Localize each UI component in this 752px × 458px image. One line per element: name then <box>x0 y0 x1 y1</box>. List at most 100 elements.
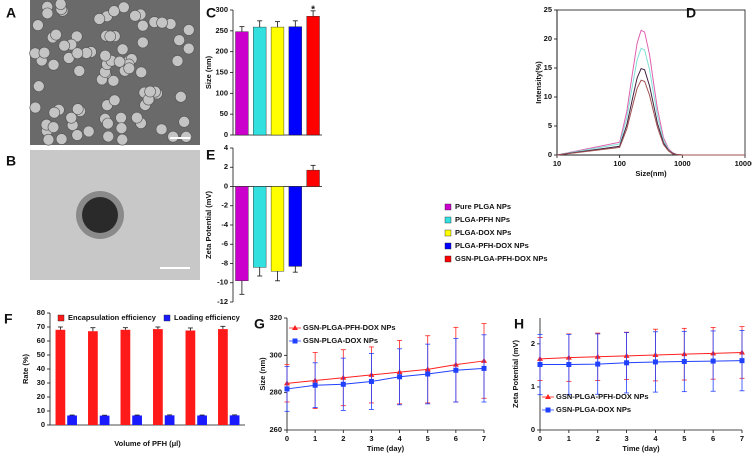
y-tick-label: 5 <box>548 121 552 130</box>
y-tick-label: 60 <box>37 336 45 345</box>
particle <box>135 66 148 79</box>
x-tick-label: 10 <box>553 159 561 168</box>
bar <box>270 186 285 272</box>
bar <box>306 16 320 136</box>
y-tick-label: 300 <box>215 5 228 14</box>
particle <box>180 131 192 143</box>
legend-label: Encapsulation efficiency <box>68 313 157 322</box>
particle <box>155 123 168 136</box>
y-tick-label: 0 <box>224 130 228 139</box>
panel-label: A <box>6 5 16 21</box>
legend-marker <box>292 325 298 330</box>
x-axis-label: Time (day) <box>622 444 660 453</box>
y-tick-label: -4 <box>221 220 228 229</box>
particle <box>182 42 195 55</box>
particle <box>82 125 95 138</box>
x-tick-label: 7 <box>482 434 486 443</box>
x-tick-label: 0 <box>538 434 542 443</box>
bar <box>164 415 175 425</box>
y-tick-label: -2 <box>221 201 228 210</box>
y-axis-label: Rate (%) <box>21 354 30 385</box>
y-tick-label: 0 <box>224 181 228 190</box>
particle <box>113 55 126 68</box>
legend-marker <box>292 338 298 344</box>
particle <box>41 7 54 20</box>
particle <box>115 122 128 134</box>
particle <box>116 43 129 56</box>
particle <box>54 0 67 10</box>
x-tick-label: 7 <box>740 434 744 443</box>
panel-label: C <box>206 5 216 21</box>
y-tick-label: 250 <box>215 26 228 35</box>
particle <box>32 80 45 93</box>
marker <box>340 381 346 387</box>
series-line <box>286 360 485 384</box>
y-tick-label: 4 <box>224 143 229 152</box>
legend-marker <box>545 407 551 413</box>
bar <box>253 186 267 268</box>
legend-label: GSN-PLGA-DOX NPs <box>556 405 631 414</box>
x-axis-label: Volume of PFH (μl) <box>114 439 181 448</box>
marker <box>284 386 290 392</box>
y-tick-label: 2 <box>531 339 535 348</box>
legend-label: PLGA-DOX NPs <box>455 228 511 237</box>
particle <box>104 30 117 43</box>
y-tick-label: 30 <box>37 378 45 387</box>
x-tick-label: 100 <box>613 159 626 168</box>
y-tick-label: 280 <box>269 388 282 397</box>
panel-label: F <box>4 311 13 327</box>
series-line <box>540 360 743 366</box>
y-tick-label: -12 <box>217 297 228 306</box>
panel-label: E <box>206 147 215 163</box>
particle <box>173 34 185 47</box>
y-tick-label: 20 <box>544 34 552 43</box>
particle <box>129 10 141 22</box>
particle <box>118 1 130 14</box>
particle <box>171 55 184 67</box>
series-line <box>556 79 745 156</box>
particle <box>47 59 60 71</box>
particle <box>108 94 121 107</box>
marker <box>425 371 431 377</box>
marker <box>537 362 543 368</box>
particle <box>167 130 179 143</box>
bar <box>235 186 249 282</box>
bar <box>120 329 131 425</box>
legend-swatch <box>444 255 452 263</box>
particle <box>29 101 42 114</box>
y-tick-label: 10 <box>37 406 45 415</box>
particle <box>183 24 195 36</box>
bar <box>229 415 240 425</box>
legend-label: GSN-PLGA-PFH-DOX NPs <box>455 254 548 263</box>
y-tick-label: 15 <box>544 63 552 72</box>
particle <box>123 62 135 75</box>
legend-label: PLGA-PFH-DOX NPs <box>455 241 529 250</box>
legend-label: PLGA-PFH NPs <box>455 215 510 224</box>
particle <box>116 133 129 146</box>
y-tick-label: 320 <box>269 313 282 322</box>
legend-label: Loading efficiency <box>174 313 241 322</box>
legend-marker <box>545 394 551 399</box>
panel-label: D <box>686 5 696 21</box>
marker <box>312 382 318 388</box>
bar <box>288 26 302 136</box>
y-tick-label: 0 <box>531 425 535 434</box>
bar <box>67 415 77 425</box>
legend-swatch <box>444 203 452 211</box>
particle <box>178 116 190 128</box>
x-tick-label: 6 <box>711 434 715 443</box>
y-tick-label: -10 <box>217 278 228 287</box>
bar <box>306 169 320 187</box>
x-tick-label: 1 <box>313 434 317 443</box>
y-axis-label: Size (nm) <box>258 357 267 391</box>
bar <box>132 415 142 425</box>
panel-label: B <box>6 153 16 169</box>
bar <box>270 26 285 136</box>
bar <box>153 329 163 425</box>
x-tick-label: 1000 <box>674 159 691 168</box>
x-tick-label: 6 <box>454 434 458 443</box>
marker <box>681 359 687 365</box>
y-tick-label: 0 <box>548 150 552 159</box>
x-tick-label: 4 <box>397 434 402 443</box>
